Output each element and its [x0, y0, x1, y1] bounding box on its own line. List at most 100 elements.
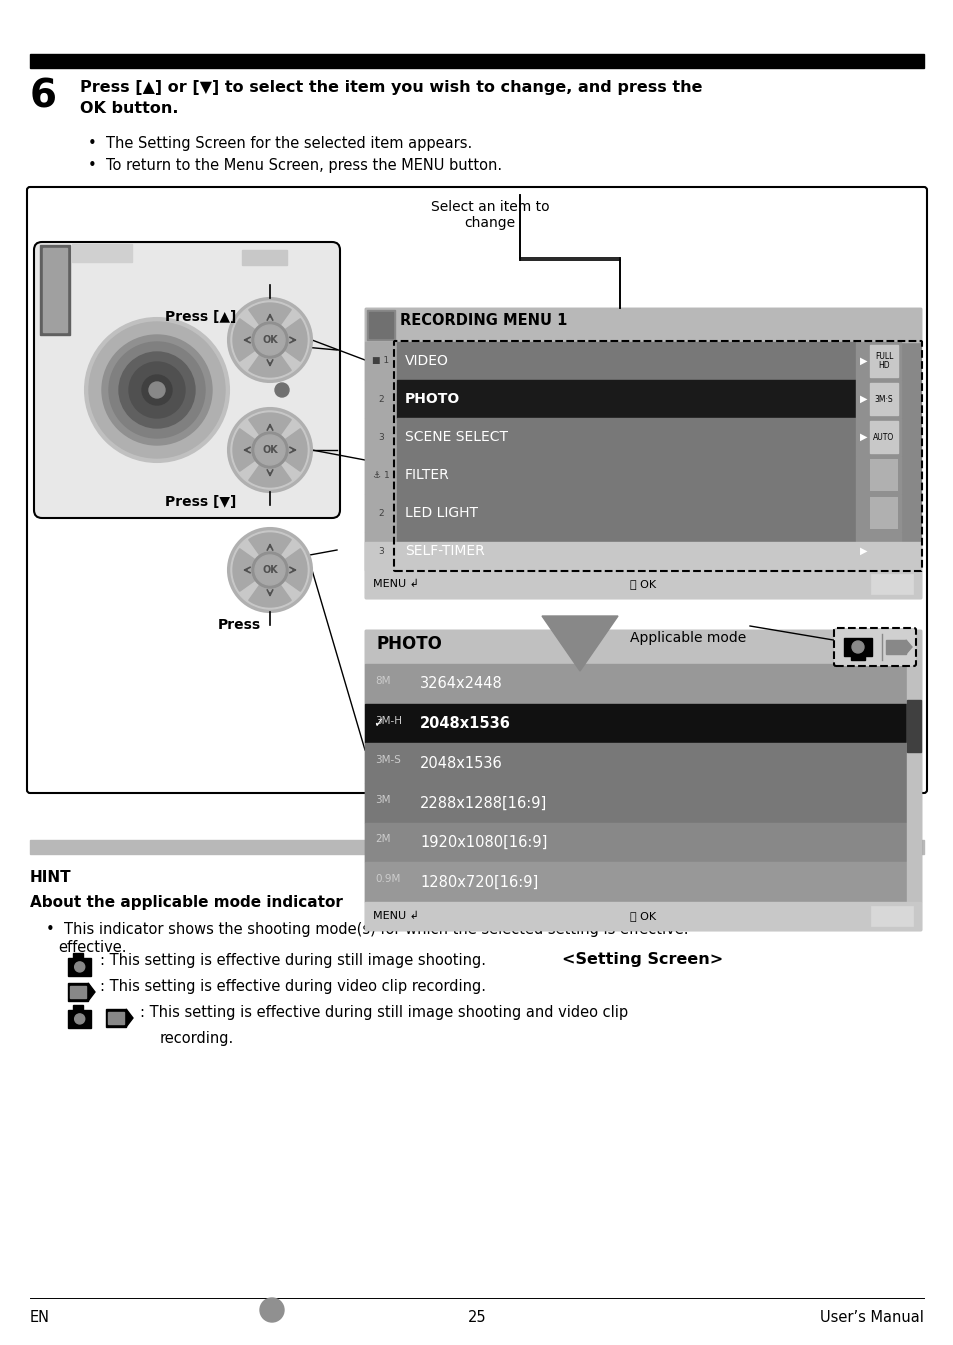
Circle shape: [252, 551, 288, 588]
Text: •  To return to the Menu Screen, press the MENU button.: • To return to the Menu Screen, press th…: [88, 157, 501, 174]
Text: 2288x1288[16:9]: 2288x1288[16:9]: [419, 795, 547, 810]
Bar: [30, 841, 923, 854]
Bar: [365, 744, 906, 783]
Polygon shape: [233, 319, 257, 362]
Polygon shape: [282, 429, 307, 471]
Bar: [365, 570, 920, 599]
Text: 1920x1080[16:9]: 1920x1080[16:9]: [419, 835, 547, 850]
Bar: [843, 638, 871, 656]
FancyBboxPatch shape: [27, 187, 926, 794]
Text: Press [▼]: Press [▼]: [165, 495, 236, 508]
Text: LED LIGHT: LED LIGHT: [405, 506, 477, 521]
Text: •  This indicator shows the shooting mode(s) for which the selected setting is e: • This indicator shows the shooting mode…: [46, 923, 688, 937]
Bar: [365, 494, 396, 533]
Bar: [365, 823, 906, 862]
Bar: [855, 494, 900, 533]
Polygon shape: [249, 303, 291, 328]
Text: ▶: ▶: [859, 394, 866, 404]
Bar: [870, 907, 912, 925]
Bar: [396, 456, 855, 494]
Text: SELF-TIMER: SELF-TIMER: [405, 543, 484, 558]
Circle shape: [228, 299, 312, 382]
Text: FULL
HD: FULL HD: [874, 351, 892, 370]
Text: About the applicable mode indicator: About the applicable mode indicator: [30, 894, 342, 911]
Text: 2: 2: [377, 508, 383, 518]
Bar: [242, 250, 287, 265]
Polygon shape: [233, 549, 257, 592]
Circle shape: [85, 317, 229, 461]
Circle shape: [231, 531, 309, 609]
Circle shape: [129, 362, 185, 418]
Bar: [396, 342, 855, 381]
Circle shape: [252, 432, 288, 468]
Text: Ⓞ OK: Ⓞ OK: [629, 578, 656, 589]
Circle shape: [228, 529, 312, 612]
Text: : This setting is effective during still image shooting.: : This setting is effective during still…: [100, 952, 485, 967]
Bar: [869, 346, 897, 377]
Text: ⚓ 1: ⚓ 1: [373, 471, 389, 480]
Bar: [885, 640, 905, 654]
Bar: [855, 342, 900, 381]
Bar: [365, 629, 920, 929]
Bar: [73, 1005, 83, 1011]
Bar: [869, 459, 897, 491]
Text: Ⓞ OK: Ⓞ OK: [629, 911, 656, 921]
Text: 3264x2448: 3264x2448: [419, 677, 502, 691]
Bar: [365, 342, 396, 381]
Text: 3M·S: 3M·S: [874, 394, 892, 404]
Bar: [396, 494, 855, 533]
Bar: [365, 456, 396, 494]
Circle shape: [74, 1014, 85, 1024]
Bar: [68, 958, 91, 976]
Text: EN: EN: [30, 1310, 50, 1325]
Text: Select an item to
change: Select an item to change: [430, 200, 549, 230]
Bar: [73, 952, 83, 960]
Text: OK: OK: [262, 445, 277, 455]
Bar: [855, 381, 900, 418]
Circle shape: [231, 301, 309, 379]
Text: VIDEO: VIDEO: [405, 354, 449, 369]
Circle shape: [142, 375, 172, 405]
Polygon shape: [541, 616, 618, 671]
Circle shape: [109, 342, 205, 438]
Bar: [68, 1010, 91, 1028]
Text: HINT: HINT: [30, 870, 71, 885]
Bar: [365, 542, 920, 570]
Bar: [365, 533, 396, 570]
Text: 1280x720[16:9]: 1280x720[16:9]: [419, 874, 537, 889]
Polygon shape: [282, 319, 307, 362]
Circle shape: [231, 412, 309, 490]
Text: SCENE SELECT: SCENE SELECT: [405, 430, 507, 444]
Bar: [396, 381, 855, 418]
Text: 3M-H: 3M-H: [375, 716, 401, 725]
Bar: [365, 862, 906, 902]
Circle shape: [274, 383, 289, 397]
Bar: [365, 308, 920, 342]
Text: Press [▲] or [▼] to select the item you wish to change, and press the
OK button.: Press [▲] or [▼] to select the item you …: [80, 79, 701, 116]
Bar: [850, 652, 864, 660]
Bar: [68, 983, 88, 1001]
Text: 0.9M: 0.9M: [375, 874, 400, 884]
Circle shape: [851, 642, 863, 654]
Polygon shape: [905, 640, 911, 654]
Text: Press: Press: [218, 617, 261, 632]
Bar: [365, 664, 906, 703]
Circle shape: [254, 325, 285, 355]
Bar: [869, 383, 897, 416]
Circle shape: [260, 1298, 284, 1322]
Bar: [365, 308, 920, 599]
Circle shape: [228, 408, 312, 492]
Bar: [70, 986, 86, 998]
Bar: [869, 498, 897, 529]
Text: Press [▲]: Press [▲]: [165, 309, 236, 324]
Bar: [108, 1011, 124, 1025]
Text: User’s Manual: User’s Manual: [820, 1310, 923, 1325]
Text: PHOTO: PHOTO: [376, 635, 442, 654]
FancyBboxPatch shape: [34, 242, 339, 518]
Bar: [855, 533, 900, 570]
Polygon shape: [88, 983, 95, 1001]
Polygon shape: [126, 1009, 132, 1028]
Text: 2M: 2M: [375, 834, 390, 845]
Text: 2: 2: [377, 394, 383, 404]
Text: : This setting is effective during still image shooting and video clip: : This setting is effective during still…: [140, 1005, 627, 1020]
